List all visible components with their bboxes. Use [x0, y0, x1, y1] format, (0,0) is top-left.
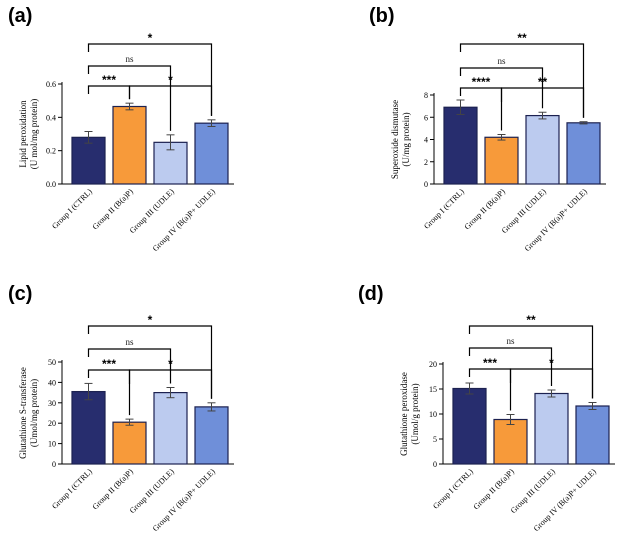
- significance-label: *: [148, 313, 153, 327]
- y-tick-label: 8: [424, 91, 428, 100]
- significance-label: **: [526, 313, 536, 327]
- panel-b: (b) Superoxide dismutase (U/mg protein) 0 2 4…: [369, 5, 606, 253]
- x-category-label: Group II (B(a)P): [472, 467, 517, 512]
- significance-bracket: [468, 368, 512, 411]
- bar-3: [525, 114, 560, 185]
- x-category-label: Group II (B(a)P): [91, 187, 136, 232]
- bar-1: [452, 387, 487, 465]
- panel-label: (b): [369, 5, 395, 27]
- significance-bracket: [87, 369, 131, 416]
- x-category-label: Group I (CTRL): [431, 467, 475, 511]
- significance-bracket: [459, 43, 585, 118]
- significance-label: ns: [125, 54, 134, 64]
- panel-label: (c): [8, 283, 32, 305]
- y-axis-unit: (Umol/g protein): [410, 383, 420, 444]
- bar-2: [112, 421, 147, 465]
- bar-4: [194, 122, 229, 185]
- significance-bracket: [128, 85, 213, 116]
- panel-label: (d): [358, 283, 384, 305]
- significance-label: *: [168, 357, 173, 371]
- x-category-label: Group II (B(a)P): [463, 187, 508, 232]
- y-tick-label: 0: [433, 460, 437, 469]
- bar-3: [153, 392, 188, 465]
- y-tick-label: 2: [424, 158, 428, 167]
- significance-label: **: [538, 75, 548, 89]
- bar-4: [194, 406, 229, 465]
- y-tick-label: 0: [52, 460, 56, 469]
- y-tick-label: 20: [48, 419, 56, 428]
- significance-bracket: [87, 85, 131, 100]
- y-tick-label: 0.0: [46, 180, 56, 189]
- panel-a: (a) Lipid peroxidation (U mol/mg protein) 0…: [8, 5, 234, 253]
- significance-bracket: [87, 348, 172, 384]
- y-tick-label: 4: [424, 136, 428, 145]
- significance-label: ***: [102, 357, 116, 371]
- significance-label: *: [168, 73, 173, 87]
- significance-bracket: [500, 87, 585, 118]
- significance-bracket: [87, 325, 213, 399]
- y-tick-label: 30: [48, 399, 56, 408]
- significance-bracket: [509, 368, 594, 399]
- y-axis-unit: (U/mg protein): [401, 112, 411, 166]
- y-axis-unit: (U mol/mg protein): [29, 99, 39, 170]
- bar-1: [443, 106, 478, 185]
- panel-d: (d) Glutathione peroxidase (Umol/g protein…: [358, 283, 615, 533]
- bar-2: [112, 105, 147, 185]
- y-axis-title: Lipid peroxidation: [18, 100, 28, 168]
- y-tick-label: 40: [48, 378, 56, 387]
- panel-c: (c) Glutathione S-transferase (Umol/mg pro…: [8, 283, 234, 533]
- y-tick-label: 0: [424, 180, 428, 189]
- significance-bracket: [468, 347, 553, 386]
- y-tick-label: 5: [433, 435, 437, 444]
- significance-label: ns: [506, 336, 515, 346]
- y-tick-label: 50: [48, 358, 56, 367]
- y-tick-label: 10: [429, 410, 437, 419]
- bar-2: [484, 136, 519, 185]
- bar-3: [534, 392, 569, 465]
- significance-label: *: [549, 356, 554, 370]
- y-tick-label: 0.6: [46, 80, 56, 89]
- bar-2: [493, 418, 528, 465]
- significance-bracket: [128, 369, 213, 399]
- significance-label: ****: [472, 75, 491, 89]
- panel-label: (a): [8, 5, 32, 27]
- bar-1: [71, 390, 106, 465]
- y-tick-label: 20: [429, 360, 437, 369]
- x-category-label: Group I (CTRL): [422, 187, 466, 231]
- significance-bracket: [459, 87, 503, 131]
- x-category-label: Group II (B(a)P): [91, 467, 136, 512]
- y-tick-label: 0.4: [46, 113, 56, 122]
- significance-label: *: [148, 31, 153, 45]
- significance-label: ***: [102, 73, 116, 87]
- bar-4: [566, 122, 601, 185]
- bar-4: [575, 405, 610, 465]
- y-axis-title: Glutathione peroxidase: [399, 372, 409, 456]
- significance-label: ns: [497, 56, 506, 66]
- y-axis-unit: (Umol/mg protein): [29, 379, 39, 447]
- x-category-label: Group I (CTRL): [50, 187, 94, 231]
- y-tick-label: 15: [429, 385, 437, 394]
- significance-bracket: [87, 43, 213, 116]
- y-tick-label: 10: [48, 440, 56, 449]
- bar-1: [71, 136, 106, 185]
- significance-label: **: [517, 31, 527, 45]
- significance-label: ***: [483, 356, 497, 370]
- x-category-label: Group I (CTRL): [50, 467, 94, 511]
- y-tick-label: 0.2: [46, 147, 56, 156]
- significance-label: ns: [125, 337, 134, 347]
- y-tick-label: 6: [424, 113, 428, 122]
- significance-bracket: [468, 325, 594, 399]
- y-axis-title: Glutathione S-transferase: [18, 367, 28, 459]
- y-axis-title: Superoxide dismutase: [390, 100, 400, 179]
- significance-bracket: [87, 65, 172, 131]
